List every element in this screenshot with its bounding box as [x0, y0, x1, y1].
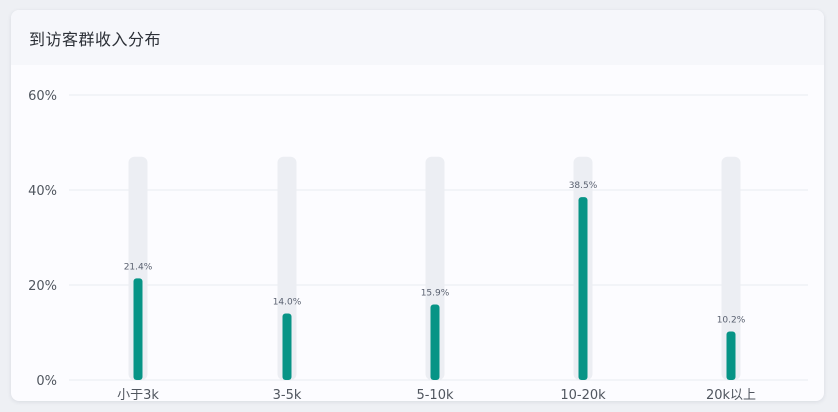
card-header: 到访客群收入分布	[11, 10, 824, 65]
bar	[133, 278, 143, 380]
bar-track	[277, 156, 297, 380]
bar	[282, 313, 292, 380]
bar-track	[721, 156, 741, 380]
data-label: 21.4%	[124, 262, 153, 272]
data-label: 10.2%	[717, 316, 746, 326]
x-tick-label: 小于3k	[117, 388, 159, 401]
bar-track	[425, 156, 445, 380]
y-tick-label: 0%	[36, 374, 57, 389]
y-tick-label: 20%	[28, 279, 57, 294]
bar	[430, 304, 440, 380]
data-label: 38.5%	[569, 181, 598, 191]
y-tick-label: 40%	[28, 184, 57, 199]
bar	[578, 197, 588, 380]
x-tick-label: 20k以上	[706, 388, 756, 401]
income-distribution-card: 到访客群收入分布 0% 20% 40% 60% 21.4% 小于3k 14.0% 3-5k 15…	[11, 10, 824, 401]
income-bar-chart: 0% 20% 40% 60% 21.4% 小于3k 14.0% 3-5k 15.9% 5-10k 3…	[28, 89, 808, 401]
data-label: 14.0%	[273, 298, 302, 308]
bar-track	[128, 156, 148, 380]
y-tick-label: 60%	[28, 89, 57, 104]
x-tick-label: 3-5k	[273, 388, 302, 401]
x-tick-label: 5-10k	[416, 388, 454, 401]
bar	[726, 331, 736, 380]
data-label: 15.9%	[421, 288, 450, 298]
chart-area: 0% 20% 40% 60% 21.4% 小于3k 14.0% 3-5k 15.9% 5-10k 3…	[11, 65, 824, 401]
x-tick-label: 10-20k	[560, 388, 606, 401]
card-title: 到访客群收入分布	[29, 29, 162, 49]
